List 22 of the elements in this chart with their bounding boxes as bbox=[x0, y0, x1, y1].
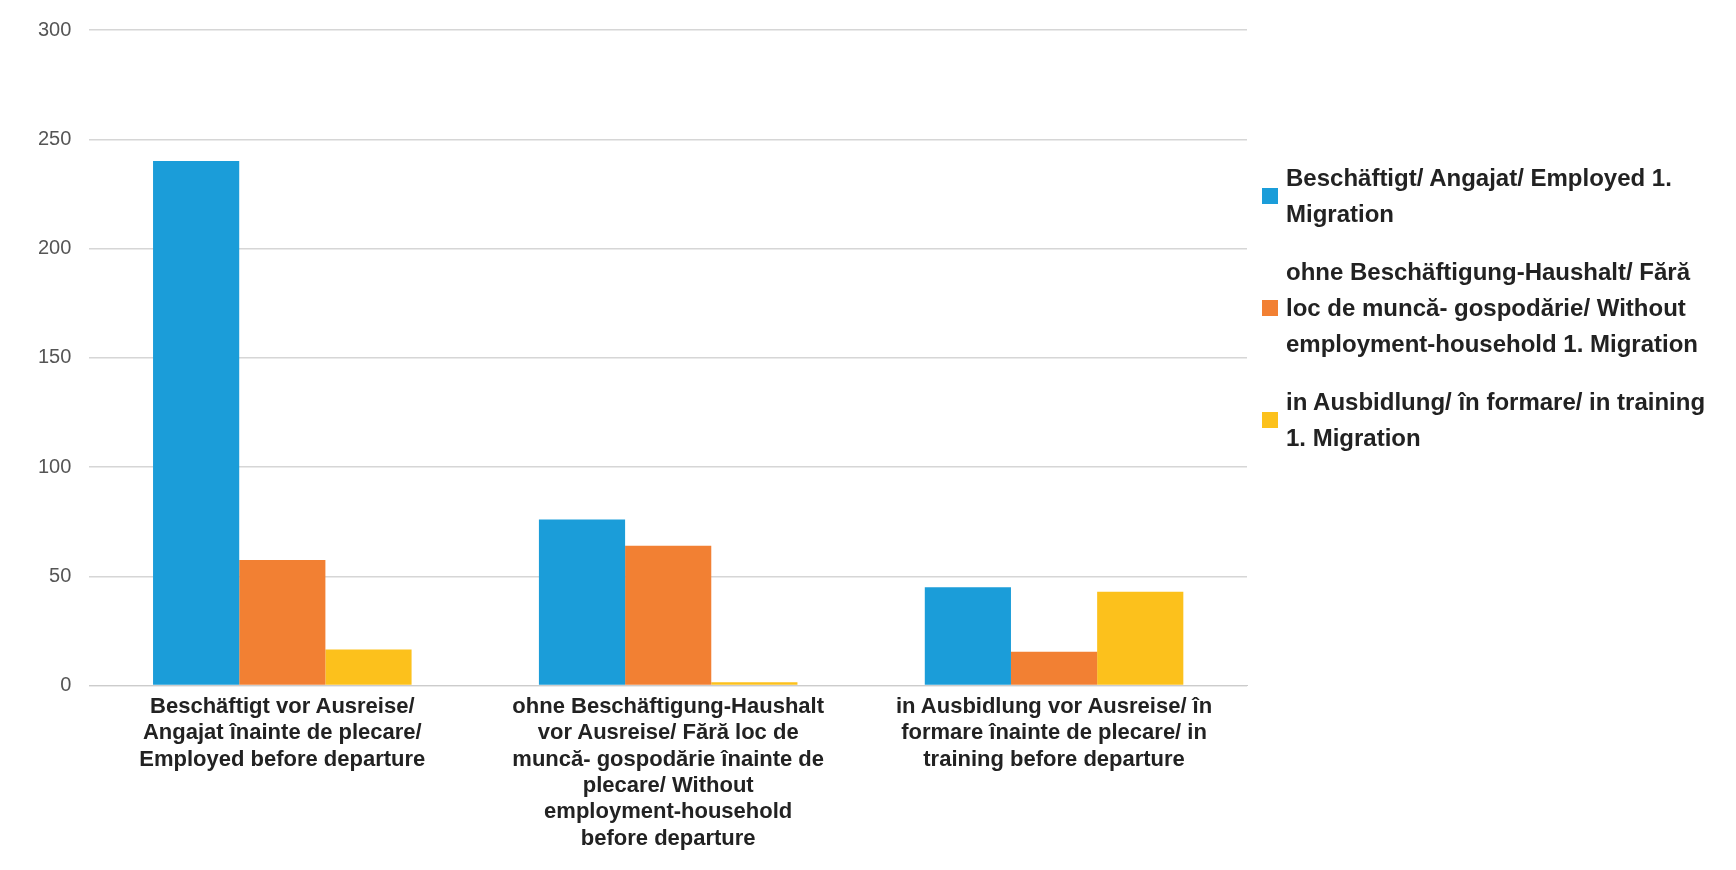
legend-label: ohne Beschäftigung-Haushalt/ Fără loc de muncă- gospodărie/ Without employment-household 1. Migration bbox=[1286, 257, 1700, 359]
y-tick-label: 250 bbox=[37, 126, 72, 149]
x-tick-label: Beschäftigt vor Ausreise/ Angajat înainte de plecare/ Employed before departure bbox=[139, 692, 426, 771]
bar bbox=[924, 587, 1011, 685]
bar bbox=[1010, 651, 1098, 685]
x-tick-label: in Ausbidlung vor Ausreise/ în formare înainte de plecare/ in training before departure bbox=[895, 692, 1213, 771]
bar bbox=[625, 545, 712, 685]
bar bbox=[1097, 591, 1184, 685]
y-tick-label: 50 bbox=[49, 563, 72, 586]
bar bbox=[153, 161, 240, 685]
bar bbox=[239, 559, 326, 685]
x-tick-label: ohne Beschäftigung-Haushalt vor Ausreise/ Fără loc de muncă- gospodărie înainte de plecare/ Without employment-household before departure bbox=[512, 692, 825, 850]
y-tick-label: 0 bbox=[60, 673, 72, 696]
bar bbox=[538, 519, 626, 685]
legend-label: Beschäftigt/ Angajat/ Employed 1. Migration bbox=[1286, 163, 1673, 229]
y-tick-label: 100 bbox=[37, 454, 72, 477]
y-tick-label: 200 bbox=[37, 236, 72, 259]
legend-label: in Ausbidlung/ în formare/ in training 1. Migration bbox=[1286, 387, 1707, 453]
y-tick-label: 300 bbox=[37, 17, 72, 40]
bar bbox=[325, 649, 412, 685]
bar bbox=[711, 682, 798, 685]
y-tick-label: 150 bbox=[37, 345, 72, 368]
